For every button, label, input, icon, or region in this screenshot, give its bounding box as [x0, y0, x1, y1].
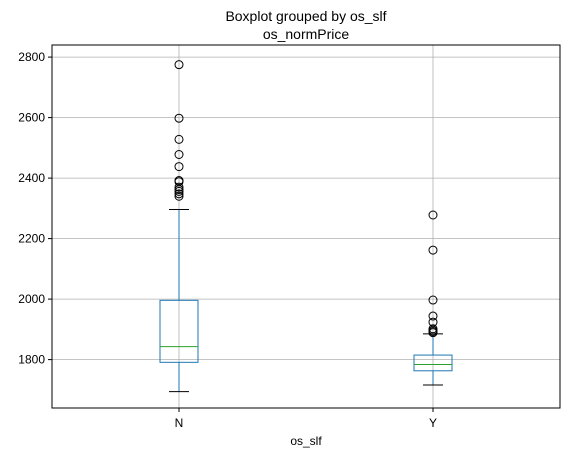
grid-layer: [52, 45, 560, 408]
flier-point: [174, 134, 184, 144]
chart-subtitle: os_normPrice: [263, 26, 350, 42]
iqr-box: [159, 299, 199, 363]
flier-point: [174, 191, 184, 201]
flier-point: [428, 210, 438, 220]
flier-point: [174, 60, 184, 70]
flier-point: [428, 324, 438, 334]
chart-title: Boxplot grouped by os_slf: [225, 8, 386, 24]
y-tick-label: 2400: [18, 171, 45, 185]
y-tick-label: 2800: [18, 50, 45, 64]
tick-layer: 1800 2000 2200 2400 2600 2800 N Y: [18, 50, 437, 430]
flier-point: [174, 113, 184, 123]
x-axis-label: os_slf: [290, 434, 322, 448]
flier-point: [174, 162, 184, 172]
x-tick-label: N: [175, 416, 184, 430]
box-layer: [159, 60, 453, 393]
flier-point: [174, 182, 184, 192]
box-group-N: [159, 60, 199, 393]
y-tick-label: 2000: [18, 292, 45, 306]
flier-point: [428, 245, 438, 255]
y-tick-label: 2200: [18, 232, 45, 246]
flier-point: [428, 295, 438, 305]
flier-point: [174, 189, 184, 199]
flier-point: [174, 176, 184, 186]
x-tick-label: Y: [429, 416, 437, 430]
y-tick-label: 1800: [18, 353, 45, 367]
flier-point: [428, 311, 438, 321]
plot-frame: [51, 44, 561, 409]
iqr-box: [413, 354, 453, 372]
flier-point: [174, 150, 184, 160]
box-group-Y: [413, 210, 453, 386]
y-tick-label: 2600: [18, 111, 45, 125]
flier-point: [428, 317, 438, 327]
